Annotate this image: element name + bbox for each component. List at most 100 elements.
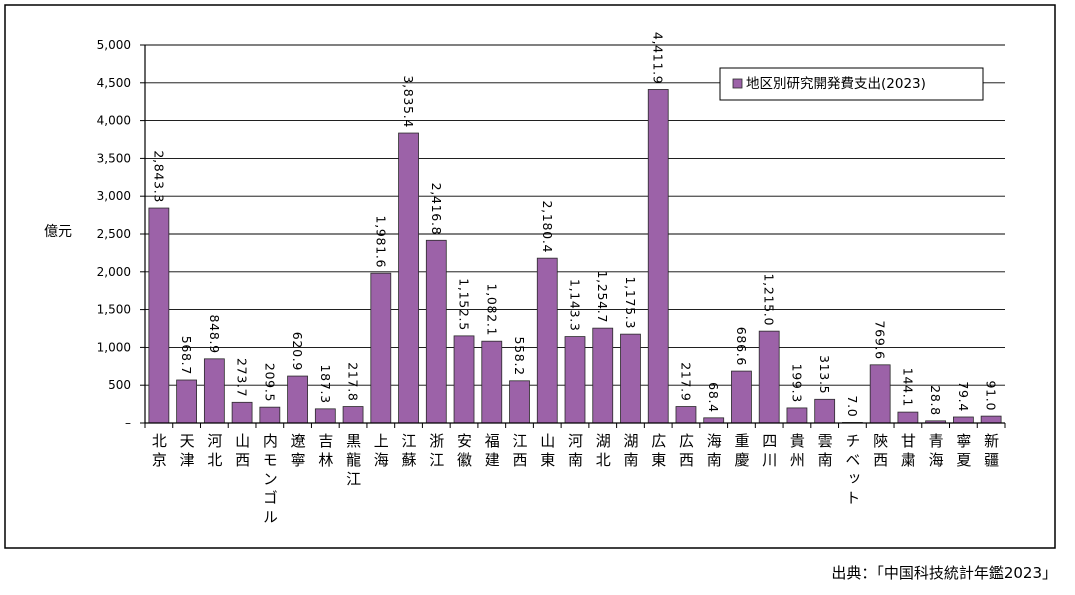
x-tick-label: 江西 [510, 433, 529, 471]
data-label: 28.8 [928, 385, 943, 416]
x-axis-ticks [144, 423, 1006, 428]
data-label: 2,843.3 [151, 150, 166, 203]
bar [259, 406, 281, 424]
y-tick-label: 5,000 [97, 38, 131, 52]
data-label: 1,215.0 [762, 274, 777, 327]
bar [675, 406, 697, 424]
data-label: 558.2 [512, 337, 527, 376]
data-label: 848.9 [207, 315, 222, 354]
data-label: 4,411.9 [651, 32, 666, 85]
bar [398, 132, 419, 424]
data-label: 1,175.3 [623, 277, 638, 330]
y-tick-label: 2,500 [97, 227, 131, 241]
source-note: 出典：「中国科技統計年鑑2023」 [831, 564, 1057, 582]
y-axis-title: 億元 [44, 224, 72, 240]
x-tick-label: 重慶 [732, 433, 751, 471]
bar [453, 335, 475, 424]
y-tick-label: 1,000 [97, 340, 131, 354]
data-label: 1,143.3 [568, 279, 583, 332]
data-label: 91.0 [984, 380, 999, 411]
x-tick-label: 上海 [371, 433, 390, 471]
y-axis-ticks: – 500 1,000 1,500 2,000 2,500 3,000 3,500 4,000 4… [97, 38, 145, 430]
bar [897, 411, 919, 424]
data-label: 199.3 [789, 364, 804, 403]
chart-frame [4, 4, 1056, 549]
data-label: 2,180.4 [540, 201, 555, 254]
x-tick-label: 北京 [149, 433, 168, 471]
bar [647, 89, 669, 424]
data-label: 620.9 [290, 332, 305, 371]
x-tick-label: 河北 [205, 433, 224, 471]
bar [814, 398, 836, 424]
data-label: 209.5 [262, 363, 277, 402]
legend: 地区別研究開発費支出(2023) [719, 67, 984, 101]
bar [287, 375, 308, 424]
x-tick-label: 湖南 [621, 433, 640, 471]
data-label: 217.8 [346, 362, 361, 401]
data-labels: 2,843.3 568.7 848.9 273.7 209.5 620.9 187.3 217… [151, 32, 998, 418]
bar [703, 417, 725, 424]
bar [564, 336, 586, 424]
bars [148, 89, 1002, 424]
bar [953, 416, 974, 424]
x-tick-label: 内モンゴル [260, 433, 279, 528]
x-tick-label: 新疆 [982, 433, 1001, 471]
bar [731, 370, 752, 424]
data-label: 1,152.5 [457, 278, 472, 331]
bar [758, 330, 780, 424]
x-tick-label: 浙江 [427, 433, 446, 471]
data-label: 3,835.4 [401, 75, 416, 128]
y-tick-label: 4,500 [97, 76, 131, 90]
x-tick-label: 天津 [177, 433, 196, 471]
y-tick-label: 500 [108, 378, 131, 392]
data-label: 1,254.7 [595, 271, 610, 324]
data-label: 769.6 [873, 321, 888, 360]
data-label: 217.9 [678, 362, 693, 401]
data-label: 68.4 [706, 382, 721, 413]
y-tick-label: 1,500 [97, 303, 131, 317]
bar [148, 207, 170, 424]
x-tick-label: 青海 [926, 433, 945, 471]
data-label: 1,082.1 [484, 284, 499, 337]
x-tick-label: 広西 [676, 433, 695, 471]
x-tick-label: 黒龍江 [344, 433, 363, 490]
bar [370, 272, 392, 424]
bar [314, 408, 336, 424]
bar [481, 340, 503, 424]
bar [509, 380, 530, 424]
bar [620, 333, 641, 424]
x-tick-label: 江蘇 [399, 433, 418, 471]
x-tick-label: 甘粛 [898, 433, 917, 471]
x-tick-label: 安徽 [455, 433, 474, 471]
bar [231, 401, 253, 424]
y-tick-label: 3,000 [97, 189, 131, 203]
x-tick-label: 広東 [649, 433, 668, 471]
data-label: 1,981.6 [373, 216, 388, 269]
bar [980, 415, 1002, 424]
data-label: 273.7 [235, 358, 250, 397]
y-tick-label: 4,000 [97, 114, 131, 128]
data-label: 144.1 [900, 368, 915, 407]
y-tick-label: 2,000 [97, 265, 131, 279]
x-tick-label: 福建 [482, 433, 501, 471]
x-tick-label: 山西 [233, 433, 252, 471]
x-tick-label: 遼寧 [288, 433, 307, 471]
bar [536, 257, 558, 424]
bar [203, 358, 225, 424]
data-label: 568.7 [179, 336, 194, 375]
data-label: 2,416.8 [429, 183, 444, 236]
data-label: 187.3 [318, 365, 333, 404]
x-tick-label: 雲南 [815, 433, 834, 471]
legend-box [719, 67, 984, 101]
bar [176, 379, 198, 424]
bar [342, 406, 364, 424]
legend-swatch [732, 78, 743, 89]
data-label: 7.0 [845, 395, 860, 417]
y-tick-label: – [125, 416, 131, 430]
data-label: 79.4 [956, 381, 971, 412]
x-tick-label: 陝西 [871, 433, 890, 471]
data-label: 686.6 [734, 327, 749, 366]
x-tick-label: 寧夏 [954, 433, 973, 471]
y-tick-label: 3,500 [97, 151, 131, 165]
